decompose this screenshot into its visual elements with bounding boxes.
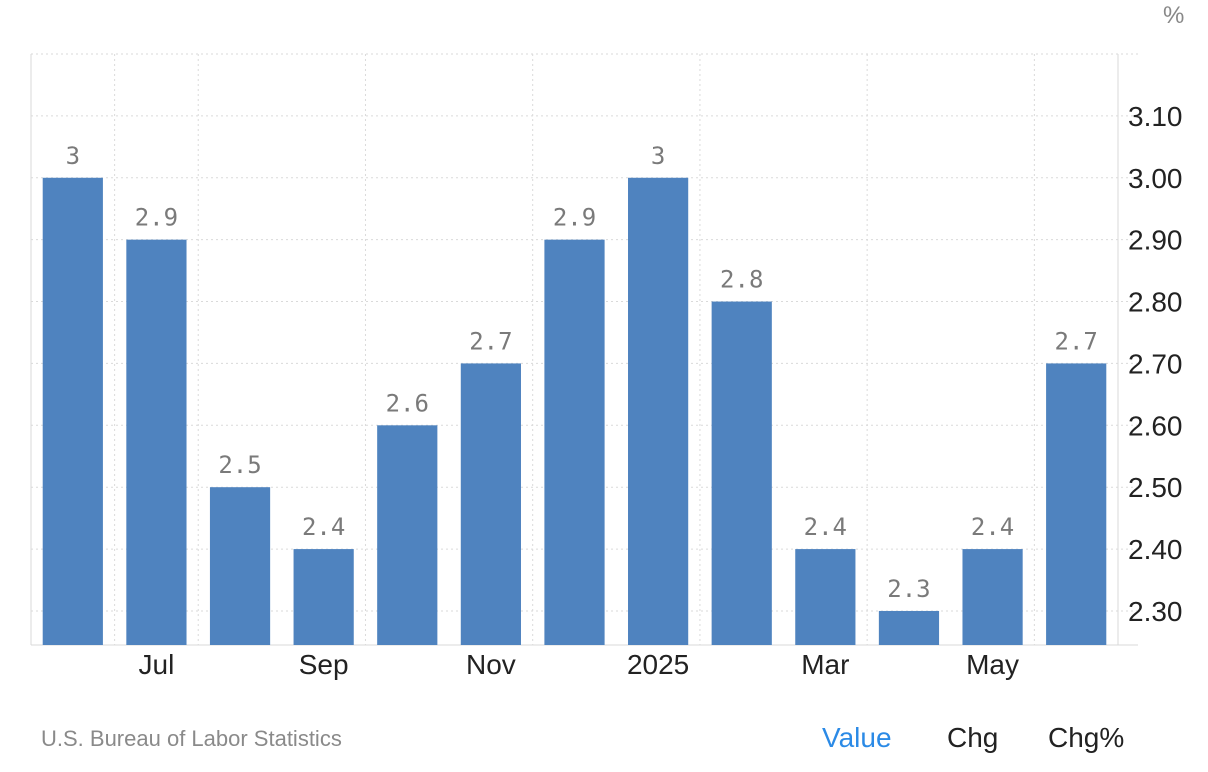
data-label: 3 [651, 142, 665, 170]
view-toggles: Value Chg Chg% [0, 722, 1208, 762]
data-label: 2.5 [218, 451, 261, 479]
data-label: 2.4 [302, 513, 345, 541]
data-label: 2.9 [135, 204, 178, 232]
bar [293, 549, 354, 645]
bar [711, 301, 772, 645]
y-tick-label: 2.60 [1128, 410, 1183, 441]
y-tick-label: 2.40 [1128, 534, 1183, 565]
bar [795, 549, 856, 645]
bar-chart: 3 2.9 2.5 2.4 2.6 2.7 2.9 3 2.8 2.4 2.3 2.4 2.7 2.30… [30, 53, 1183, 680]
y-axis-ticks: 2.30 2.40 2.50 2.60 2.70 2.80 2.90 3.00 3.10 [1128, 101, 1183, 627]
y-tick-label: 2.30 [1128, 596, 1183, 627]
x-tick-label: May [966, 649, 1019, 680]
bar [42, 177, 103, 645]
data-label: 2.7 [469, 327, 512, 355]
y-tick-label: 2.90 [1128, 225, 1183, 256]
y-tick-label: 2.80 [1128, 287, 1183, 318]
data-label: 2.8 [720, 266, 763, 294]
data-label: 2.4 [804, 513, 847, 541]
data-labels: 3 2.9 2.5 2.4 2.6 2.7 2.9 3 2.8 2.4 2.3 2.4 2.7 [66, 142, 1098, 603]
bar [377, 425, 438, 645]
data-label: 2.9 [553, 204, 596, 232]
bar [1046, 363, 1107, 645]
bar [209, 487, 271, 645]
bar [126, 239, 187, 645]
data-label: 3 [66, 142, 80, 170]
source-attribution: U.S. Bureau of Labor Statistics [41, 726, 342, 751]
bar [460, 363, 521, 645]
x-axis-ticks: Jul Sep Nov 2025 Mar May [139, 649, 1020, 680]
data-label: 2.3 [887, 575, 930, 603]
x-tick-label: Mar [801, 649, 849, 680]
y-tick-label: 2.50 [1128, 472, 1183, 503]
bar [878, 610, 940, 645]
x-tick-label: Jul [139, 649, 175, 680]
x-tick-label: Sep [299, 649, 349, 680]
y-tick-label: 2.70 [1128, 348, 1183, 379]
unit-label: % [1163, 2, 1185, 29]
toggle-chg-percent[interactable]: Chg% [1048, 722, 1125, 753]
data-label: 2.4 [971, 513, 1014, 541]
bar [628, 177, 689, 645]
data-label: 2.6 [386, 389, 429, 417]
y-tick-label: 3.00 [1128, 163, 1183, 194]
y-tick-label: 3.10 [1128, 101, 1183, 132]
toggle-chg[interactable]: Chg [947, 722, 999, 753]
x-tick-label: 2025 [627, 649, 689, 680]
bar [544, 239, 605, 645]
x-tick-label: Nov [466, 649, 516, 680]
toggle-value[interactable]: Value [822, 722, 892, 753]
bar [962, 549, 1023, 645]
bars [42, 177, 1107, 645]
data-label: 2.7 [1055, 327, 1098, 355]
